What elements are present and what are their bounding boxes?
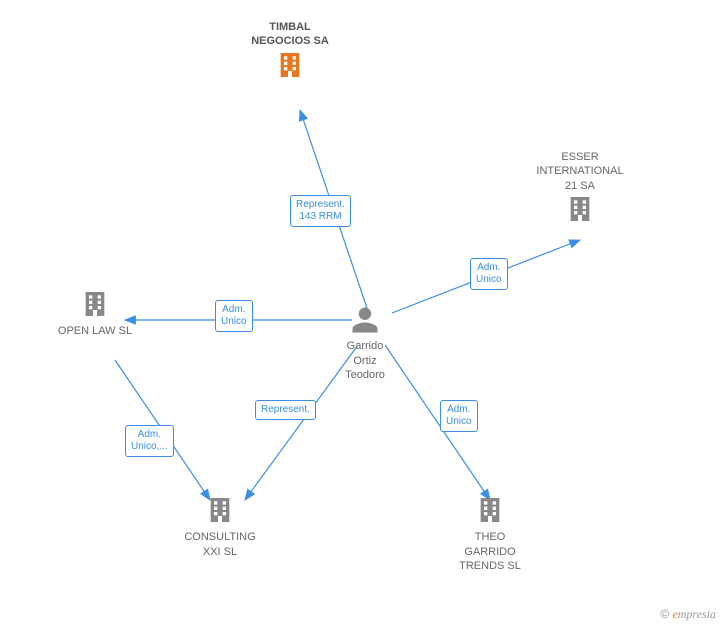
company-label: ESSER INTERNATIONAL 21 SA	[525, 150, 635, 193]
brand-rest: mpresia	[678, 607, 716, 621]
building-icon	[204, 517, 236, 529]
building-icon	[79, 311, 111, 323]
building-icon	[274, 72, 306, 84]
person-icon	[350, 326, 380, 338]
company-label: TIMBAL NEGOCIOS SA	[235, 20, 345, 49]
company-label: CONSULTING XXI SL	[165, 530, 275, 559]
company-node-theo[interactable]: THEO GARRIDO TRENDS SL	[435, 494, 545, 573]
building-icon	[564, 216, 596, 228]
company-node-esser[interactable]: ESSER INTERNATIONAL 21 SA	[525, 150, 635, 229]
center-person-node[interactable]: Garrido Ortiz Teodoro	[335, 305, 395, 382]
edge-label: Adm. Unico	[470, 258, 508, 290]
building-icon	[474, 517, 506, 529]
company-label: THEO GARRIDO TRENDS SL	[435, 530, 545, 573]
edge-label: Represent. 143 RRM	[290, 195, 351, 227]
center-label: Garrido Ortiz Teodoro	[335, 339, 395, 382]
edge-label: Adm. Unico	[440, 400, 478, 432]
company-node-timbal[interactable]: TIMBAL NEGOCIOS SA	[235, 20, 345, 85]
company-node-consulting[interactable]: CONSULTING XXI SL	[165, 494, 275, 559]
edge-label: Represent.	[255, 400, 316, 420]
footer-brand: © empresia	[660, 607, 716, 622]
edge-label: Adm. Unico,...	[125, 425, 174, 457]
copyright-symbol: ©	[660, 607, 669, 621]
company-node-openlaw[interactable]: OPEN LAW SL	[40, 288, 150, 339]
company-label: OPEN LAW SL	[40, 324, 150, 338]
edge-label: Adm. Unico	[215, 300, 253, 332]
